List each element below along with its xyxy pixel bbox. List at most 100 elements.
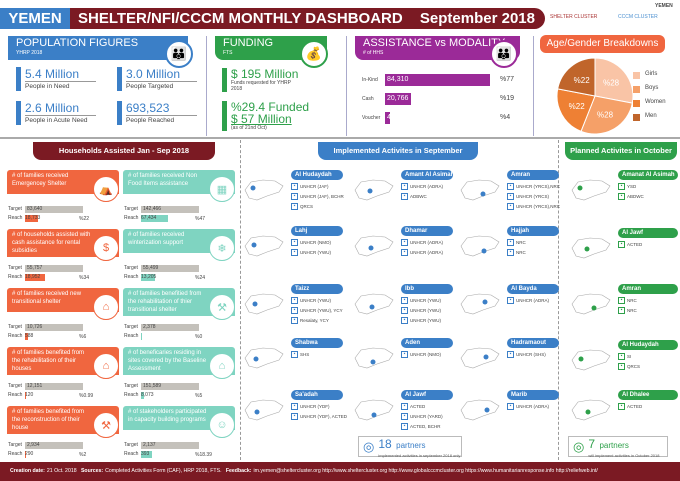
population-header: POPULATION FIGURES YHRP 2018 bbox=[8, 36, 188, 60]
yemen-map-icon bbox=[353, 398, 395, 422]
activity-icon: ▪ bbox=[291, 403, 298, 410]
target-bar: 2,934 bbox=[25, 442, 83, 449]
legend-label: Men bbox=[645, 113, 657, 119]
governorate-label: Lahj bbox=[291, 226, 343, 236]
feedback-label: Feedback: bbox=[225, 468, 252, 474]
governorate-label: Al Dhalee bbox=[618, 390, 678, 400]
partner-name: UNHCR (YDF) bbox=[300, 404, 330, 409]
legend-swatch bbox=[633, 114, 640, 121]
funds-requested: $ 195 Million Funds requested for YHRP 20… bbox=[222, 68, 332, 92]
modality-pct: %19 bbox=[500, 95, 515, 102]
modality-label: In-Kind bbox=[362, 77, 378, 83]
activity-icon: ▪ bbox=[507, 183, 514, 190]
partner-name: SI bbox=[627, 354, 632, 359]
partners-text: 7 partners will implement activities in O… bbox=[588, 435, 659, 458]
partner-name: UNHCR (YWU) bbox=[410, 298, 441, 303]
pie-label: %22 bbox=[569, 102, 586, 111]
partner-item: ▪ YSD bbox=[618, 182, 636, 191]
partner-item: ▪ ACTED, BCHR bbox=[401, 422, 441, 431]
cash-icon: $ bbox=[93, 235, 119, 261]
activity-icon: ▪ bbox=[401, 193, 408, 200]
age-gender-pie: %28 %28 %22 %22 bbox=[556, 57, 634, 135]
funded-value: $ 57 Million bbox=[231, 112, 292, 126]
activity-icon: ▪ bbox=[618, 363, 625, 370]
reach-pct: %0 bbox=[195, 334, 203, 340]
target-bar: 142,466 bbox=[141, 206, 199, 213]
modality-pct: %77 bbox=[500, 76, 515, 83]
partner-name: UNHCR (YRCS),NRC bbox=[516, 204, 560, 209]
partner-item: ▪ UNHCR (JAF) bbox=[291, 182, 329, 191]
governorate-label: Sa'adah bbox=[291, 390, 343, 400]
target-label: Target bbox=[8, 206, 22, 212]
activity-icon: ▪ bbox=[401, 317, 408, 324]
partner-item: ▪ UNHCR (ADRA) bbox=[507, 296, 549, 305]
activity-icon: ▪ bbox=[507, 239, 514, 246]
shelter-cluster-logo: SHELTER CLUSTER bbox=[550, 14, 598, 20]
partner-name: QRCS bbox=[627, 364, 641, 369]
partner-name: ACTED bbox=[410, 404, 426, 409]
yemen-map-icon bbox=[353, 234, 395, 258]
partner-name: UNHCR (YWU), YCY bbox=[300, 308, 343, 313]
activity-icon: ▪ bbox=[618, 307, 625, 314]
partner-name: ACTED, BCHR bbox=[410, 424, 441, 429]
activity-icon: ▪ bbox=[507, 249, 514, 256]
reach-pct: %6 bbox=[79, 334, 87, 340]
country-label: YEMEN bbox=[0, 8, 70, 29]
feedback-links[interactable]: im.yemen@sheltercluster.org http://www.s… bbox=[253, 468, 598, 474]
partner-item: ▪ UNHCR (YRCS),NRC bbox=[507, 202, 560, 211]
activity-icon: ▪ bbox=[507, 351, 514, 358]
partner-item: ▪ ACTED bbox=[618, 240, 642, 249]
sources: Completed Activities Form (CAF), HRP 201… bbox=[105, 468, 222, 474]
winter-box-icon: ❄ bbox=[209, 235, 235, 261]
yemen-map-icon bbox=[570, 178, 612, 202]
reach-label: Reach bbox=[124, 451, 139, 457]
target-bar: 55,757 bbox=[25, 265, 83, 272]
partner-item: ▪ UNHCR (YRCS),NRC bbox=[507, 182, 560, 191]
stat-label: People in Need bbox=[25, 83, 70, 90]
target-bar: 2,378 bbox=[141, 324, 199, 331]
reconstruction-icon: ⚒ bbox=[93, 412, 119, 438]
reach-label: Reach bbox=[124, 392, 139, 398]
partners-text: 18 partners implemented activities in sep… bbox=[378, 435, 460, 458]
partner-item: ▪ UNHCR (NMO) bbox=[401, 350, 441, 359]
stat-label: People Reached bbox=[126, 117, 175, 124]
pie-label: %28 bbox=[597, 110, 614, 119]
partners-label: partners bbox=[599, 441, 629, 450]
partner-name: UNHCR (JAF) bbox=[300, 184, 329, 189]
legend-swatch bbox=[633, 100, 640, 107]
target-bar: 10,726 bbox=[25, 324, 83, 331]
partner-item: ▪ NRC bbox=[618, 306, 637, 315]
reach-bar bbox=[141, 333, 142, 340]
footer: Creation date: 21 Oct. 2018 Sources: Compl… bbox=[0, 462, 680, 481]
partner-item: ▪ UNHCR (YRCS) bbox=[507, 192, 549, 201]
partner-name: NRC bbox=[516, 250, 526, 255]
activity-icon: ▪ bbox=[507, 403, 514, 410]
activity-icon: ▪ bbox=[291, 413, 298, 420]
partner-item: ▪ NRC bbox=[507, 238, 526, 247]
activity-icon: ▪ bbox=[401, 413, 408, 420]
yemen-map-icon bbox=[570, 398, 612, 422]
governorate-label: Hajjah bbox=[507, 226, 559, 236]
population-title: POPULATION FIGURES bbox=[16, 37, 139, 49]
funds-requested-value: $ 195 Million bbox=[231, 67, 299, 81]
population-sub: YHRP 2018 bbox=[16, 50, 43, 56]
title-text: SHELTER/NFI/CCCM MONTHLY DASHBOARD bbox=[78, 10, 403, 27]
yemen-map-icon bbox=[459, 398, 501, 422]
month-label: September 2018 bbox=[419, 10, 535, 27]
sources-label: Sources: bbox=[80, 468, 104, 474]
partner-item: ▪ UNHCR (YWU) bbox=[401, 296, 441, 305]
activity-icon: ▪ bbox=[618, 403, 625, 410]
partner-name: NRC bbox=[516, 240, 526, 245]
funded-pct: %29.4 Funded bbox=[231, 100, 310, 114]
activity-icon: ▪ bbox=[291, 183, 298, 190]
reach-bar: 393 bbox=[141, 451, 152, 458]
reach-pct: %22 bbox=[79, 216, 90, 222]
partner-item: ▪ UNHCR (YWU) bbox=[291, 296, 331, 305]
implemented-title: Implemented Activites in September bbox=[318, 142, 478, 160]
funding-title: FUNDING bbox=[223, 37, 274, 49]
target-bar: 83,640 bbox=[25, 206, 83, 213]
partner-item: ▪ UNHCR (YWU) bbox=[401, 306, 441, 315]
partner-name: UNHCR (ADRA) bbox=[516, 298, 549, 303]
funded-label: (as of 21nd Oct) bbox=[231, 125, 267, 131]
partner-item: ▪ NRC bbox=[618, 296, 637, 305]
